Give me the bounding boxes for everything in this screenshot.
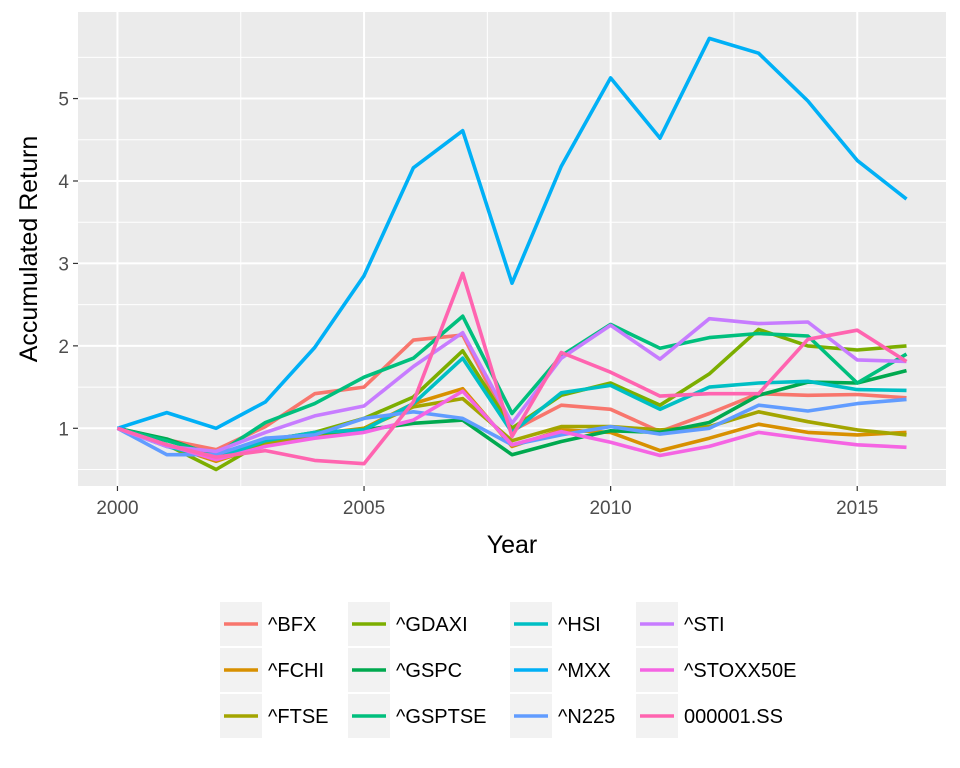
legend-label: ^STOXX50E: [684, 660, 796, 682]
y-tick-label: 5: [58, 90, 69, 111]
legend-label: ^N225: [558, 706, 615, 728]
legend-label: 000001.SS: [684, 706, 783, 728]
legend: ^BFX ^FCHI ^FTSE ^GDAXI ^GSPC ^GSPTSE ^HSI ^MXX…: [216, 596, 822, 740]
series-line: [117, 314, 908, 457]
x-tick-label: 2015: [836, 498, 878, 519]
x-tick-label: 2010: [589, 498, 631, 519]
y-tick-label: 3: [58, 254, 69, 275]
y-tick-label: 1: [58, 419, 69, 440]
legend-label: ^FTSE: [268, 706, 329, 728]
series-line: [116, 389, 907, 462]
x-axis-title: Year: [487, 531, 538, 559]
series-line: [116, 271, 908, 466]
series-line: [116, 316, 907, 454]
y-axis-title: Accumulated Return: [15, 136, 43, 363]
legend-label: ^FCHI: [268, 660, 324, 682]
legend-label: ^BFX: [268, 614, 316, 636]
legend-label: ^GSPTSE: [396, 706, 487, 728]
x-tick-label: 2000: [96, 498, 138, 519]
series-line: [116, 36, 908, 431]
legend-label: ^STI: [684, 614, 725, 636]
legend-label: ^GSPC: [396, 660, 462, 682]
series-lines: [116, 36, 908, 472]
plot-panel: [78, 12, 946, 486]
legend-label: ^HSI: [558, 614, 601, 636]
x-tick-label: 2005: [343, 498, 385, 519]
minor-gridlines: [78, 12, 946, 486]
legend-label: ^MXX: [558, 660, 611, 682]
legend-label: ^GDAXI: [396, 614, 468, 636]
y-tick-label: 4: [58, 172, 69, 193]
y-axis-ticks: 1 2 3 4 5: [58, 90, 78, 440]
y-tick-label: 2: [58, 337, 69, 358]
x-axis-ticks: 2000 2005 2010 2015: [96, 486, 878, 519]
